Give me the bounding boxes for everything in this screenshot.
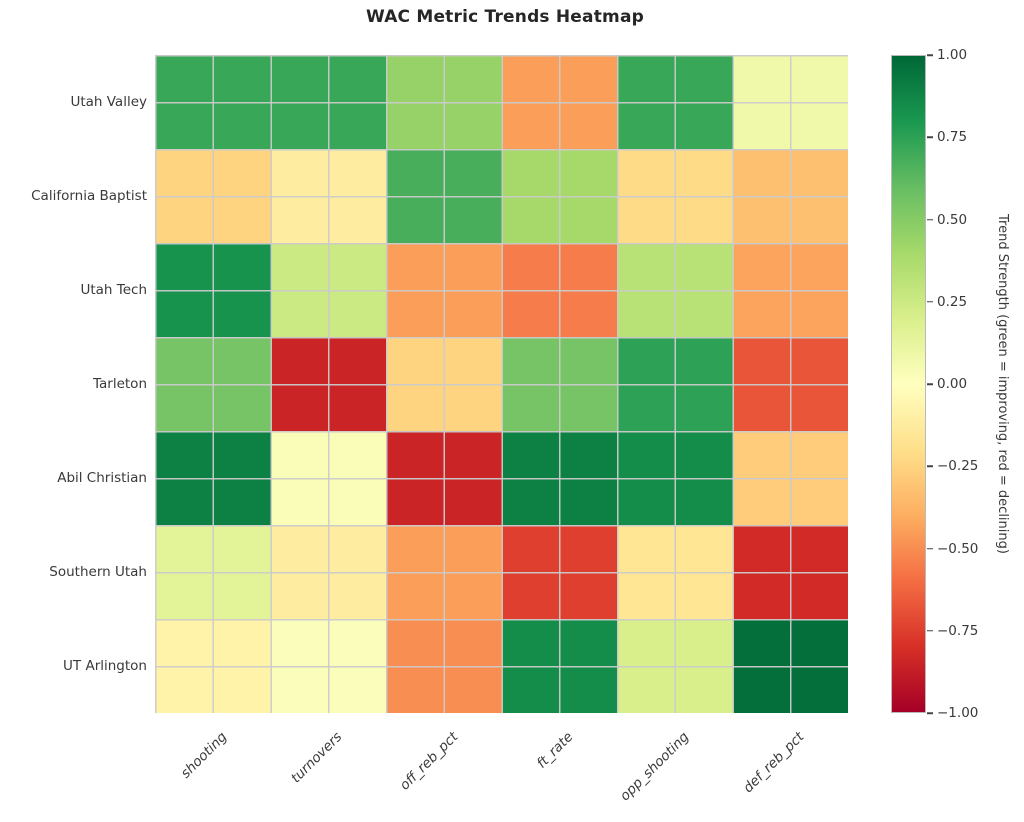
heatmap-cell bbox=[617, 619, 733, 713]
heatmap-cell bbox=[270, 243, 386, 337]
heatmap-cell bbox=[155, 619, 271, 713]
heatmap-cell bbox=[617, 431, 733, 525]
colorbar-tick-label: 0.00 bbox=[937, 376, 968, 392]
heatmap-cell bbox=[270, 337, 386, 431]
heatmap-cell bbox=[386, 619, 502, 713]
x-tick-label: off_reb_pct bbox=[396, 729, 462, 794]
y-tick-label: California Baptist bbox=[31, 188, 147, 204]
colorbar-tick-label: −0.50 bbox=[937, 540, 979, 557]
heatmap-cell bbox=[501, 337, 617, 431]
x-tick-label: def_reb_pct bbox=[740, 729, 808, 797]
colorbar-tickmark bbox=[927, 218, 933, 221]
x-tick-label: turnovers bbox=[288, 729, 346, 787]
heatmap-cell bbox=[732, 525, 848, 619]
heatmap-cell bbox=[732, 55, 848, 149]
heatmap-cell bbox=[617, 525, 733, 619]
colorbar-tickmark bbox=[927, 54, 933, 56]
colorbar-tickmark bbox=[927, 712, 933, 714]
heatmap-plot bbox=[155, 55, 848, 713]
x-tick-label: opp_shooting bbox=[616, 729, 693, 805]
heatmap-cell bbox=[732, 337, 848, 431]
colorbar-tickmark bbox=[927, 136, 933, 138]
heatmap-cell bbox=[386, 243, 502, 337]
colorbar-tick-label: 0.50 bbox=[937, 211, 968, 228]
heatmap-cell bbox=[732, 431, 848, 525]
heatmap-cell bbox=[270, 431, 386, 525]
heatmap-cell bbox=[732, 243, 848, 337]
colorbar-tick-label: −0.75 bbox=[937, 622, 979, 639]
heatmap-cell bbox=[501, 619, 617, 713]
heatmap-cell bbox=[386, 431, 502, 525]
heatmap-cell bbox=[270, 619, 386, 713]
heatmap-cell bbox=[155, 431, 271, 525]
colorbar-tickmark bbox=[927, 547, 933, 550]
heatmap-cell bbox=[386, 149, 502, 243]
heatmap-cell bbox=[386, 55, 502, 149]
colorbar-tickmark bbox=[927, 630, 933, 632]
heatmap-cell bbox=[501, 431, 617, 525]
heatmap-cell bbox=[501, 243, 617, 337]
x-tick-label: ft_rate bbox=[533, 729, 577, 772]
y-tick-label: UT Arlington bbox=[63, 658, 147, 674]
heatmap-cell bbox=[617, 55, 733, 149]
heatmap-cell bbox=[155, 337, 271, 431]
heatmap-cell bbox=[270, 525, 386, 619]
heatmap-cell bbox=[617, 149, 733, 243]
heatmap-cell bbox=[501, 525, 617, 619]
heatmap-cell bbox=[155, 243, 271, 337]
heatmap-cell bbox=[501, 149, 617, 243]
colorbar-tick-label: 0.25 bbox=[937, 293, 968, 310]
y-tick-label: Utah Tech bbox=[80, 282, 147, 298]
x-tick-label: shooting bbox=[177, 729, 231, 782]
colorbar-tick-label: 0.75 bbox=[937, 129, 968, 146]
page-title: WAC Metric Trends Heatmap bbox=[366, 7, 644, 27]
heatmap-cell bbox=[732, 149, 848, 243]
heatmap-cell bbox=[386, 525, 502, 619]
colorbar-tick-label: −0.25 bbox=[937, 458, 979, 475]
y-tick-label: Abil Christian bbox=[57, 470, 147, 486]
heatmap-cell bbox=[155, 525, 271, 619]
heatmap-cell bbox=[270, 55, 386, 149]
colorbar-tickmark bbox=[927, 383, 933, 385]
colorbar-tickmark bbox=[927, 465, 933, 467]
colorbar-tick-label: −1.00 bbox=[937, 705, 979, 721]
heatmap-cell bbox=[501, 55, 617, 149]
y-tick-label: Southern Utah bbox=[49, 564, 147, 580]
heatmap-cell bbox=[617, 337, 733, 431]
heatmap-cell bbox=[155, 149, 271, 243]
colorbar-gradient bbox=[891, 55, 926, 713]
heatmap-cell bbox=[155, 55, 271, 149]
y-tick-label: Tarleton bbox=[93, 376, 147, 392]
heatmap-cell bbox=[270, 149, 386, 243]
colorbar-tick-label: 1.00 bbox=[937, 47, 968, 63]
heatmap-cell bbox=[617, 243, 733, 337]
heatmap-cell bbox=[732, 619, 848, 713]
y-tick-label: Utah Valley bbox=[70, 94, 147, 110]
colorbar-tickmark bbox=[927, 301, 933, 303]
heatmap-cell bbox=[386, 337, 502, 431]
colorbar-label: Trend Strength (green = improving, red =… bbox=[995, 214, 1010, 554]
